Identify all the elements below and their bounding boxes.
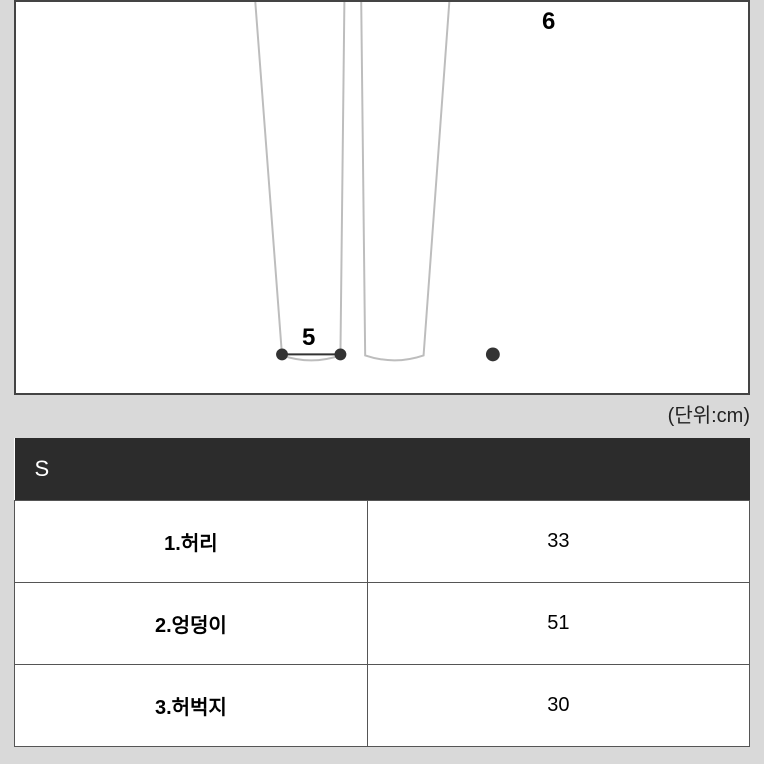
measure-dot (276, 348, 288, 360)
pants-right-leg (361, 2, 449, 360)
measure-value: 30 (367, 665, 749, 747)
pants-diagram-frame: 5 6 (14, 0, 750, 395)
measure-label-6: 6 (542, 8, 555, 36)
measure-dot (334, 348, 346, 360)
pants-diagram-svg (16, 2, 748, 393)
measure-label: 3.허벅지 (15, 665, 368, 747)
measure-label: 2.엉덩이 (15, 583, 368, 665)
table-row: 1.허리 33 (15, 501, 750, 583)
measure-value: 33 (367, 501, 749, 583)
size-table: S 1.허리 33 2.엉덩이 51 3.허벅지 30 (14, 438, 750, 747)
table-row: 2.엉덩이 51 (15, 583, 750, 665)
table-row: 3.허벅지 30 (15, 665, 750, 747)
unit-label: (단위:cm) (14, 399, 750, 428)
measure-label: 1.허리 (15, 501, 368, 583)
pants-left-leg (255, 2, 344, 360)
measure-label-5: 5 (302, 324, 315, 352)
size-header: S (15, 438, 750, 501)
measure-value: 51 (367, 583, 749, 665)
measure-dot (486, 347, 500, 361)
